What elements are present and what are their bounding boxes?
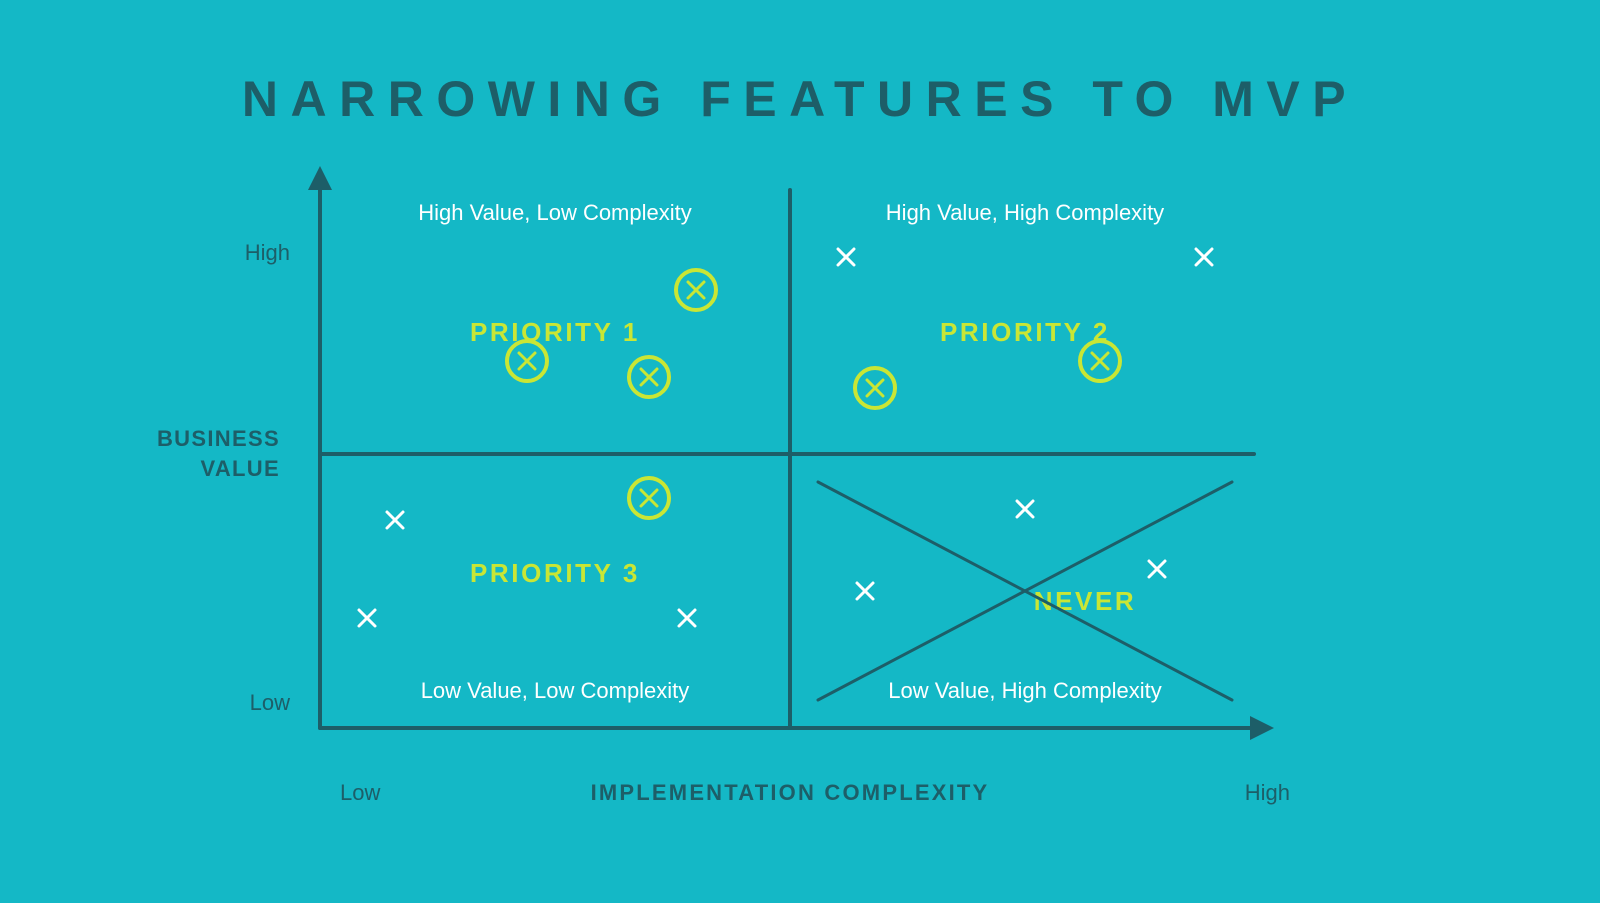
quadrant-chart: NARROWING FEATURES TO MVP BUSINESS VALUE… — [0, 0, 1600, 903]
feature-marker-selected — [503, 337, 551, 385]
feature-marker — [822, 233, 870, 281]
feature-marker-selected — [625, 353, 673, 401]
feature-marker-selected — [672, 266, 720, 314]
feature-marker — [663, 594, 711, 642]
feature-marker — [841, 567, 889, 615]
axes — [0, 0, 1600, 903]
feature-marker — [1180, 233, 1228, 281]
feature-marker — [371, 496, 419, 544]
feature-marker — [1133, 545, 1181, 593]
feature-marker-selected — [1076, 337, 1124, 385]
feature-marker-selected — [625, 474, 673, 522]
feature-marker — [1001, 485, 1049, 533]
feature-marker — [343, 594, 391, 642]
feature-marker-selected — [851, 364, 899, 412]
